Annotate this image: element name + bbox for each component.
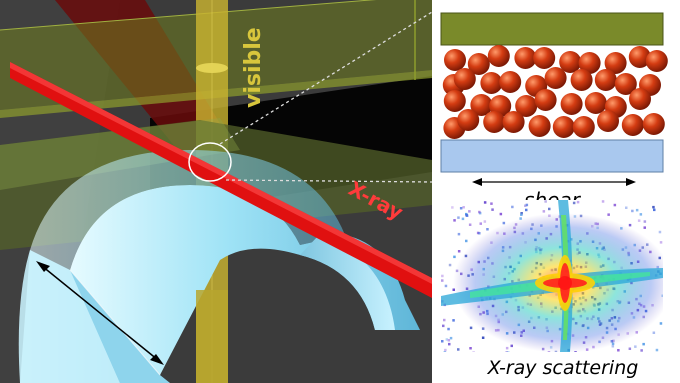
particle (621, 114, 644, 136)
particle (533, 47, 556, 69)
particle (572, 116, 595, 138)
particle (552, 116, 575, 138)
particle (502, 111, 525, 133)
particle (480, 72, 503, 94)
zoom-circle (188, 142, 232, 182)
shear-arrow (472, 178, 636, 186)
particle (483, 111, 506, 133)
particle (560, 93, 583, 115)
particle (528, 115, 551, 137)
bottom-plate (440, 139, 664, 173)
zoom-line-bottom (225, 179, 432, 183)
particle (645, 50, 668, 72)
particle (642, 113, 665, 135)
particle (453, 68, 476, 90)
cylinder-body (70, 185, 420, 375)
particle (534, 89, 557, 111)
cylinder-top (30, 150, 345, 270)
particle-suspension (442, 45, 668, 139)
particle (467, 53, 490, 75)
particle (515, 95, 538, 117)
particle (604, 52, 627, 74)
top-plate (440, 12, 664, 46)
particle (499, 71, 522, 93)
rheometer-scene: visible X-ray (0, 0, 432, 383)
particle (544, 67, 567, 89)
scattering-pattern (441, 200, 663, 352)
particle (594, 69, 617, 91)
particle (457, 109, 480, 131)
particle (559, 51, 582, 73)
particle (514, 47, 537, 69)
particle (487, 45, 510, 67)
particle (470, 94, 493, 116)
particle (597, 110, 619, 132)
particle (614, 73, 637, 95)
visible-label: visible (241, 27, 266, 108)
particle (444, 49, 466, 71)
particle (570, 69, 593, 91)
particle (629, 88, 651, 110)
particle (443, 90, 466, 112)
particle (584, 92, 607, 114)
scattering-label: X-ray scattering (487, 357, 639, 379)
particle (578, 52, 601, 74)
rotation-arrow (36, 261, 164, 365)
particle (628, 46, 651, 68)
